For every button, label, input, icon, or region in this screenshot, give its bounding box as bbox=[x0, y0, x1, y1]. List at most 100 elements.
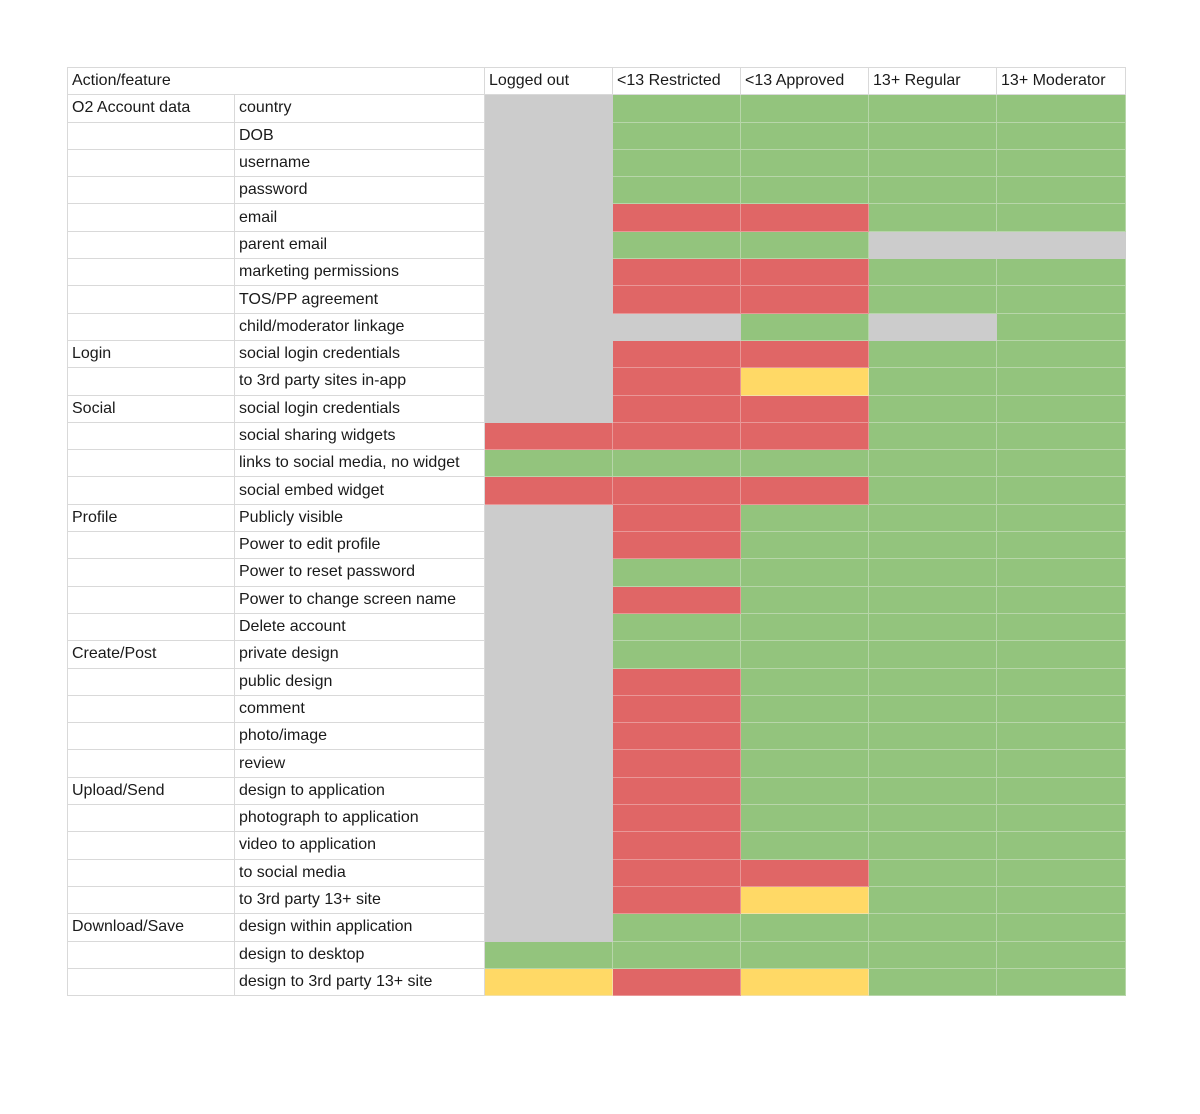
permission-cell-13plus-regular[interactable] bbox=[868, 476, 998, 505]
category-cell[interactable] bbox=[67, 558, 235, 587]
permission-cell-13plus-regular[interactable] bbox=[868, 558, 998, 587]
permission-cell-13plus-regular[interactable] bbox=[868, 339, 998, 369]
category-cell[interactable] bbox=[67, 749, 235, 778]
permission-cell-13plus-regular[interactable] bbox=[868, 667, 998, 696]
feature-cell[interactable]: Delete account bbox=[233, 612, 486, 642]
category-cell[interactable] bbox=[67, 230, 235, 260]
permission-cell-13plus-moderator[interactable] bbox=[996, 531, 1127, 560]
permission-cell-13plus-moderator[interactable] bbox=[996, 148, 1127, 178]
category-cell[interactable] bbox=[67, 722, 235, 751]
permission-cell-logged-out[interactable] bbox=[484, 694, 614, 724]
feature-cell[interactable]: design to application bbox=[233, 776, 486, 806]
permission-cell-logged-out[interactable] bbox=[484, 749, 614, 778]
category-cell[interactable] bbox=[67, 885, 235, 915]
permission-cell-13plus-regular[interactable] bbox=[868, 94, 998, 123]
permission-cell-13plus-moderator[interactable] bbox=[996, 722, 1127, 751]
permission-cell-logged-out[interactable] bbox=[484, 148, 614, 178]
permission-cell-13plus-moderator[interactable] bbox=[996, 640, 1127, 669]
permission-cell-under13-restricted[interactable] bbox=[612, 503, 742, 533]
permission-cell-under13-restricted[interactable] bbox=[612, 858, 742, 887]
permission-cell-under13-restricted[interactable] bbox=[612, 831, 742, 860]
permission-cell-13plus-moderator[interactable] bbox=[996, 203, 1127, 232]
permission-cell-logged-out[interactable] bbox=[484, 203, 614, 232]
permission-cell-13plus-moderator[interactable] bbox=[996, 913, 1127, 942]
permission-cell-under13-restricted[interactable] bbox=[612, 176, 742, 205]
feature-cell[interactable]: Power to change screen name bbox=[233, 585, 486, 614]
category-cell[interactable] bbox=[67, 476, 235, 505]
permission-cell-13plus-regular[interactable] bbox=[868, 913, 998, 942]
permission-cell-13plus-moderator[interactable] bbox=[996, 776, 1127, 806]
permission-cell-under13-restricted[interactable] bbox=[612, 449, 742, 478]
permission-cell-logged-out[interactable] bbox=[484, 476, 614, 505]
permission-cell-under13-restricted[interactable] bbox=[612, 885, 742, 915]
permission-cell-13plus-regular[interactable] bbox=[868, 804, 998, 833]
permission-cell-13plus-moderator[interactable] bbox=[996, 121, 1127, 150]
feature-cell[interactable]: design to 3rd party 13+ site bbox=[233, 967, 486, 997]
permission-cell-under13-restricted[interactable] bbox=[612, 749, 742, 778]
permission-cell-logged-out[interactable] bbox=[484, 176, 614, 205]
permission-cell-under13-approved[interactable] bbox=[740, 940, 870, 969]
feature-cell[interactable]: links to social media, no widget bbox=[233, 449, 486, 478]
permission-cell-logged-out[interactable] bbox=[484, 831, 614, 860]
category-cell[interactable] bbox=[67, 858, 235, 887]
permission-cell-under13-restricted[interactable] bbox=[612, 394, 742, 423]
category-cell[interactable] bbox=[67, 148, 235, 178]
permission-cell-under13-approved[interactable] bbox=[740, 804, 870, 833]
permission-cell-under13-approved[interactable] bbox=[740, 285, 870, 314]
permission-cell-under13-restricted[interactable] bbox=[612, 285, 742, 314]
permission-cell-under13-restricted[interactable] bbox=[612, 694, 742, 724]
permission-cell-under13-restricted[interactable] bbox=[612, 339, 742, 369]
permission-cell-logged-out[interactable] bbox=[484, 312, 614, 341]
feature-cell[interactable]: design within application bbox=[233, 913, 486, 942]
permission-cell-13plus-moderator[interactable] bbox=[996, 367, 1127, 396]
permission-cell-under13-restricted[interactable] bbox=[612, 585, 742, 614]
category-cell[interactable] bbox=[67, 285, 235, 314]
permission-cell-13plus-regular[interactable] bbox=[868, 531, 998, 560]
feature-cell[interactable]: Power to reset password bbox=[233, 558, 486, 587]
permission-cell-13plus-moderator[interactable] bbox=[996, 285, 1127, 314]
permission-cell-logged-out[interactable] bbox=[484, 858, 614, 887]
category-cell[interactable] bbox=[67, 176, 235, 205]
feature-cell[interactable]: country bbox=[233, 94, 486, 123]
permission-cell-13plus-regular[interactable] bbox=[868, 967, 998, 997]
feature-cell[interactable]: to 3rd party 13+ site bbox=[233, 885, 486, 915]
permission-cell-under13-approved[interactable] bbox=[740, 421, 870, 451]
permission-cell-13plus-regular[interactable] bbox=[868, 831, 998, 860]
permission-cell-13plus-regular[interactable] bbox=[868, 148, 998, 178]
permission-cell-13plus-moderator[interactable] bbox=[996, 667, 1127, 696]
permission-cell-under13-approved[interactable] bbox=[740, 612, 870, 642]
permission-cell-under13-approved[interactable] bbox=[740, 558, 870, 587]
permission-cell-under13-restricted[interactable] bbox=[612, 804, 742, 833]
permission-cell-under13-approved[interactable] bbox=[740, 94, 870, 123]
permission-cell-13plus-moderator[interactable] bbox=[996, 421, 1127, 451]
permission-cell-under13-approved[interactable] bbox=[740, 640, 870, 669]
permission-cell-logged-out[interactable] bbox=[484, 394, 614, 423]
permission-cell-13plus-regular[interactable] bbox=[868, 640, 998, 669]
permission-cell-13plus-regular[interactable] bbox=[868, 940, 998, 969]
permission-cell-under13-approved[interactable] bbox=[740, 367, 870, 396]
feature-cell[interactable]: public design bbox=[233, 667, 486, 696]
header-action-feature[interactable]: Action/feature bbox=[66, 66, 486, 96]
permission-cell-13plus-moderator[interactable] bbox=[996, 749, 1127, 778]
category-cell[interactable] bbox=[67, 203, 235, 232]
feature-cell[interactable]: child/moderator linkage bbox=[233, 312, 486, 341]
permission-cell-logged-out[interactable] bbox=[484, 421, 614, 451]
permission-cell-logged-out[interactable] bbox=[484, 913, 614, 942]
category-cell[interactable]: Login bbox=[67, 339, 235, 369]
permission-cell-13plus-moderator[interactable] bbox=[996, 585, 1127, 614]
feature-cell[interactable]: comment bbox=[233, 694, 486, 724]
permission-cell-13plus-regular[interactable] bbox=[868, 394, 998, 423]
permission-cell-under13-restricted[interactable] bbox=[612, 421, 742, 451]
permission-cell-logged-out[interactable] bbox=[484, 776, 614, 806]
permission-cell-logged-out[interactable] bbox=[484, 258, 614, 287]
permission-cell-under13-restricted[interactable] bbox=[612, 913, 742, 942]
permission-cell-under13-approved[interactable] bbox=[740, 176, 870, 205]
permission-cell-logged-out[interactable] bbox=[484, 503, 614, 533]
permission-cell-13plus-regular[interactable] bbox=[868, 722, 998, 751]
feature-cell[interactable]: photograph to application bbox=[233, 804, 486, 833]
header-under13-approved[interactable]: <13 Approved bbox=[740, 66, 870, 96]
feature-cell[interactable]: social embed widget bbox=[233, 476, 486, 505]
feature-cell[interactable]: DOB bbox=[233, 121, 486, 150]
permission-cell-under13-restricted[interactable] bbox=[612, 967, 742, 997]
permission-cell-under13-approved[interactable] bbox=[740, 148, 870, 178]
